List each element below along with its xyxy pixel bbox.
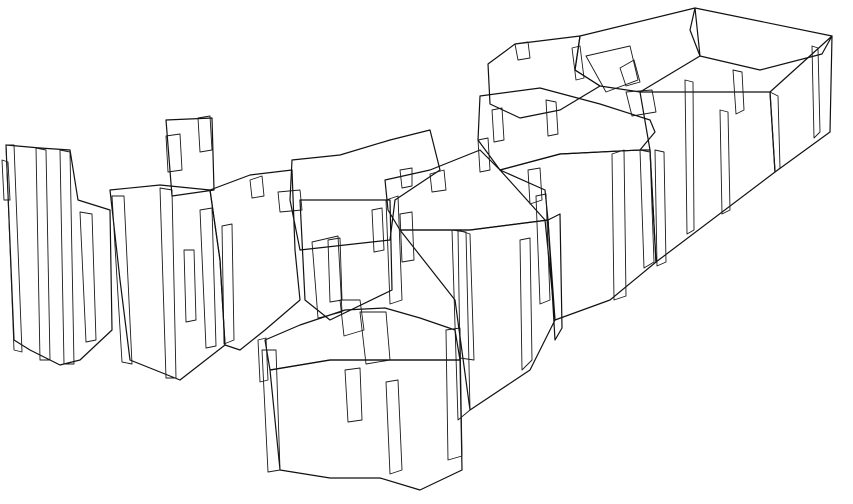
mid-right-block <box>477 87 657 321</box>
left-middle-wall <box>209 169 301 383</box>
far-left-tower <box>1 144 113 366</box>
notched-middle-wall <box>277 129 441 321</box>
back-right-box <box>574 7 833 267</box>
front-low-section <box>261 229 475 491</box>
center-front-block <box>384 137 563 421</box>
middle-left-tower <box>109 115 226 381</box>
upper-middle-wall <box>487 35 657 119</box>
